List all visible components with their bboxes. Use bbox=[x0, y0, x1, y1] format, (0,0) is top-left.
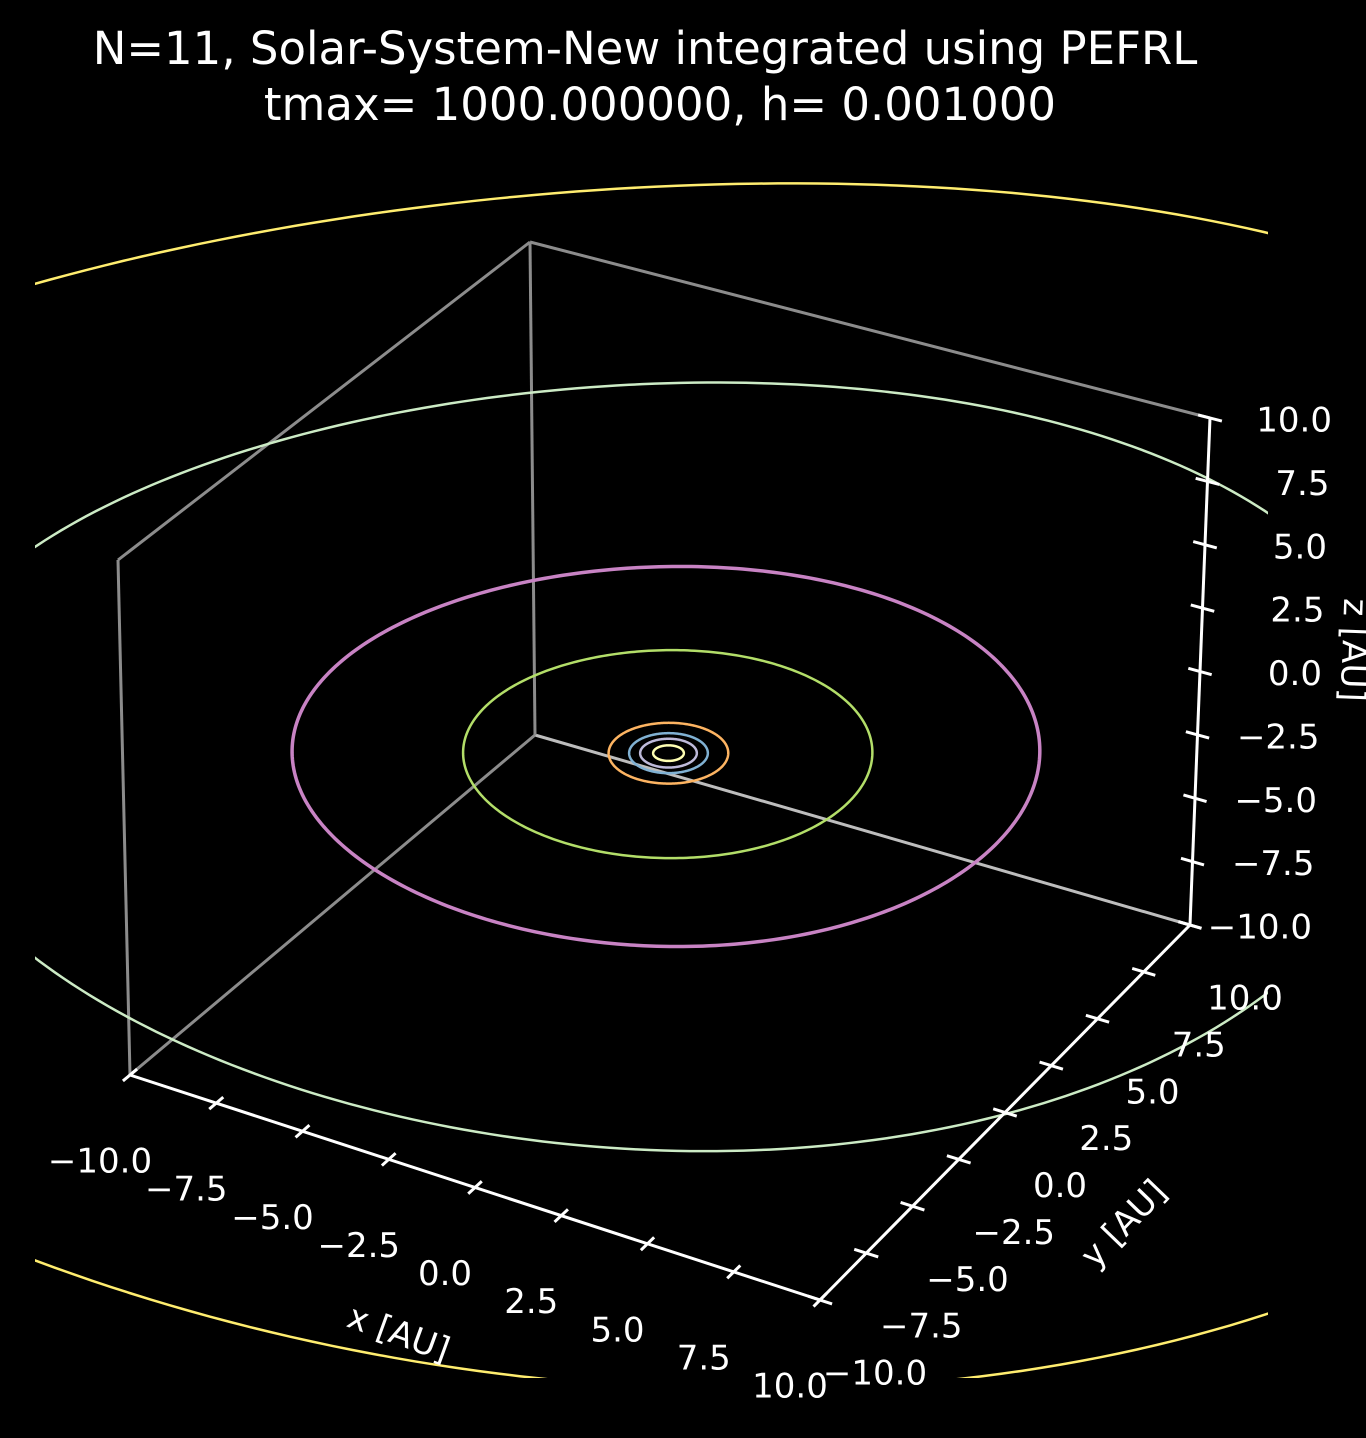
z-tick bbox=[1185, 730, 1210, 740]
pane-edge bbox=[116, 559, 132, 1076]
z-tick bbox=[1187, 666, 1213, 677]
x-tick-label: 10.0 bbox=[752, 1367, 828, 1407]
x-tick-label: 0.0 bbox=[418, 1254, 472, 1294]
z-tick bbox=[1180, 856, 1205, 867]
z-tick bbox=[1178, 920, 1202, 930]
y-tick bbox=[1131, 967, 1156, 977]
z-tick-label: −5.0 bbox=[1234, 781, 1317, 821]
orbit bbox=[607, 721, 730, 785]
x-tick-label: 7.5 bbox=[677, 1338, 731, 1378]
z-tick-label: −7.5 bbox=[1232, 844, 1315, 884]
orbit bbox=[35, 381, 1268, 1153]
orbit bbox=[638, 737, 699, 769]
x-tick bbox=[726, 1264, 742, 1280]
x-tick bbox=[208, 1095, 225, 1111]
z-tick-label: −10.0 bbox=[1208, 908, 1312, 948]
z-tick-label: 2.5 bbox=[1270, 591, 1324, 631]
x-tick-label: −10.0 bbox=[48, 1142, 152, 1182]
y-tick bbox=[992, 1107, 1018, 1118]
y-tick bbox=[1085, 1013, 1110, 1024]
y-tick-label: 0.0 bbox=[1033, 1166, 1087, 1206]
y-tick bbox=[853, 1247, 879, 1259]
x-tick-label: 2.5 bbox=[504, 1282, 558, 1322]
orbit bbox=[290, 564, 1042, 949]
y-tick-label: −5.0 bbox=[926, 1260, 1009, 1300]
pane-edge bbox=[528, 241, 537, 736]
y-tick-label: 10.0 bbox=[1207, 979, 1283, 1019]
z-tick-label: 7.5 bbox=[1275, 464, 1329, 504]
z-tick-label: 0.0 bbox=[1268, 654, 1322, 694]
pane-edge bbox=[534, 733, 1191, 927]
orbit bbox=[461, 648, 874, 860]
x-tick-label: −5.0 bbox=[231, 1198, 314, 1238]
x-tick bbox=[467, 1180, 483, 1195]
y-tick-label: −10.0 bbox=[823, 1354, 927, 1394]
z-axis-label: z [AU] bbox=[1332, 598, 1366, 703]
z-tick bbox=[1195, 476, 1220, 486]
y-tick-label: 2.5 bbox=[1079, 1119, 1133, 1159]
pane-edge bbox=[529, 240, 1211, 420]
x-tick bbox=[639, 1236, 656, 1252]
y-tick-label: −2.5 bbox=[972, 1213, 1055, 1253]
x-tick-label: 5.0 bbox=[590, 1310, 644, 1350]
x-tick bbox=[380, 1152, 397, 1167]
y-tick-label: 7.5 bbox=[1172, 1025, 1226, 1065]
chart-title: N=11, Solar-System-New integrated using … bbox=[93, 22, 1198, 75]
z-tick bbox=[1192, 540, 1218, 550]
pane-edge bbox=[129, 733, 536, 1077]
y-tick-label: −7.5 bbox=[880, 1307, 963, 1347]
z-tick-label: 5.0 bbox=[1273, 527, 1327, 567]
plot-area bbox=[35, 182, 1268, 1378]
z-tick-label: −2.5 bbox=[1237, 717, 1320, 757]
orbit bbox=[651, 744, 686, 763]
y-tick bbox=[946, 1154, 972, 1165]
orbit bbox=[627, 731, 710, 775]
x-tick bbox=[121, 1067, 139, 1083]
z-tick-label: 10.0 bbox=[1256, 401, 1332, 441]
z-tick bbox=[1183, 793, 1207, 803]
z-tick bbox=[1190, 603, 1215, 613]
z-tick bbox=[1197, 413, 1223, 423]
y-tick bbox=[1039, 1060, 1064, 1071]
axes: −10.0−7.5−5.0−2.50.02.55.07.510.0−10.0−7… bbox=[48, 401, 1332, 1407]
y-tick bbox=[807, 1294, 833, 1306]
y-tick bbox=[900, 1201, 925, 1212]
pane-edge bbox=[117, 240, 531, 562]
x-tick-label: −7.5 bbox=[145, 1170, 228, 1210]
x-tick-label: −2.5 bbox=[317, 1226, 400, 1266]
chart-subtitle: tmax= 1000.000000, h= 0.001000 bbox=[264, 78, 1056, 131]
x-tick bbox=[553, 1208, 569, 1224]
x-tick bbox=[294, 1124, 311, 1139]
y-tick-label: 5.0 bbox=[1125, 1072, 1179, 1112]
